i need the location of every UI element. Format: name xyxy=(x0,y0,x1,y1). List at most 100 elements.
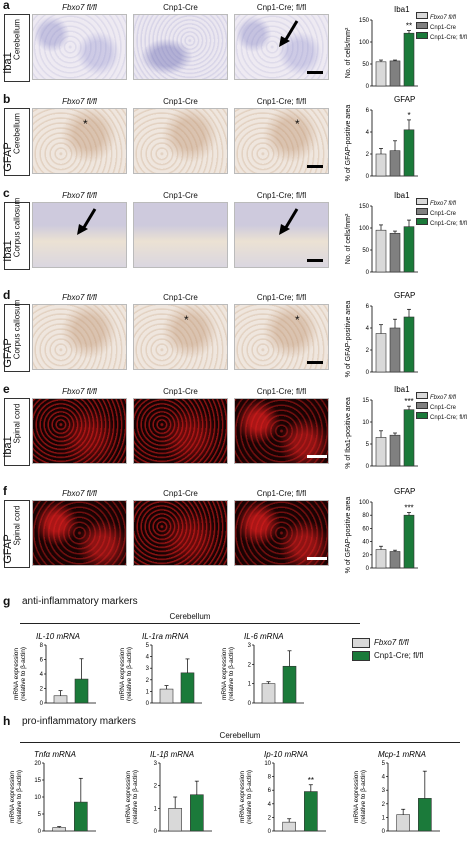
bar xyxy=(403,226,415,273)
y-tick-label: 2 xyxy=(382,802,386,808)
bar xyxy=(389,434,401,467)
y-tick-label: 1 xyxy=(248,682,252,688)
chart-e: Iba1 % of Iba1-positive area 0 5 10 15 *** xyxy=(345,385,418,470)
y-tick-label: 4 xyxy=(366,326,370,332)
bar xyxy=(403,409,415,467)
legend-item: Cnp1-Cre; fl/fl xyxy=(416,32,467,42)
region-label: Spinal cord xyxy=(12,403,22,444)
column-header: Fbxo7 fl/fl xyxy=(62,191,97,200)
legend: Fbxo7 fl/fl Cnp1-Cre; fl/fl xyxy=(352,636,423,662)
panel-label-e: e xyxy=(3,382,10,396)
y-axis-label: No. of cells/mm² xyxy=(345,213,352,264)
bar xyxy=(403,129,415,177)
legend: Fbxo7 fl/fl Cnp1-Cre Cnp1-Cre; fl/fl xyxy=(416,198,467,228)
y-tick-label: 80 xyxy=(362,513,369,519)
legend-swatch xyxy=(352,650,370,661)
micrograph: * xyxy=(32,108,127,174)
column-header: Cnp1-Cre; fl/fl xyxy=(256,293,307,302)
divider-h xyxy=(20,742,460,743)
chart-b: GFAP % of GFAP-positive area 0 2 4 6 * xyxy=(345,95,418,181)
legend-label: Fbxo7 fl/fl xyxy=(430,201,457,207)
legend-label: Cnp1-Cre xyxy=(430,211,457,217)
micrograph xyxy=(32,500,127,566)
legend-item: Cnp1-Cre xyxy=(416,22,467,32)
y-tick-label: 4 xyxy=(268,802,272,808)
bar xyxy=(375,549,387,569)
column-header: Cnp1-Cre xyxy=(163,3,198,12)
y-axis-label: mRNA expression(relative to β-actin) xyxy=(9,770,23,824)
bar xyxy=(52,827,66,832)
region-label: Corpus callosum xyxy=(12,197,22,258)
column-header: Cnp1-Cre; fl/fl xyxy=(256,3,307,12)
micrograph xyxy=(234,500,329,566)
bar xyxy=(375,229,387,273)
bar xyxy=(396,814,410,832)
significance-label: *** xyxy=(404,397,413,406)
legend-label: Cnp1-Cre; fl/fl xyxy=(430,415,468,421)
legend-swatch xyxy=(416,392,428,399)
y-axis-label: mRNA expression(relative to β-actin) xyxy=(119,647,133,701)
bar xyxy=(403,32,415,87)
region-label: Cerebellum xyxy=(12,19,22,60)
chart-title: Iba1 xyxy=(394,191,410,200)
y-axis-label: mRNA expression(relative to β-actin) xyxy=(239,770,253,824)
y-tick-label: 2 xyxy=(154,784,158,790)
asterisk-marker: * xyxy=(83,117,88,131)
bar xyxy=(261,683,276,704)
y-axis-label: % of GFAP-positive area xyxy=(345,497,352,574)
bar xyxy=(168,808,182,832)
legend-swatch xyxy=(416,12,428,19)
y-tick-label: 6 xyxy=(40,658,44,664)
bar xyxy=(190,794,204,832)
y-axis-label: mRNA expression(relative to β-actin) xyxy=(13,647,27,701)
region-label: Corpus callosum xyxy=(12,299,22,360)
chart-g2: IL-1ra mRNA mRNA expression(relative to β… xyxy=(119,632,202,707)
legend-item: Fbxo7 fl/fl xyxy=(416,12,467,22)
chart-d: GFAP % of GFAP-positive area 0 2 4 6 xyxy=(345,291,418,378)
legend-label: Cnp1-Cre xyxy=(430,405,457,411)
scale-bar xyxy=(307,455,327,458)
bar xyxy=(74,678,89,704)
column-header: Cnp1-Cre; fl/fl xyxy=(256,489,307,498)
arrow-icon xyxy=(279,20,299,47)
scale-bar xyxy=(307,259,323,262)
y-tick-label: 15 xyxy=(362,398,369,404)
micrograph xyxy=(234,398,329,464)
legend-swatch xyxy=(416,402,428,409)
chart-h4: Mcp-1 mRNA mRNA expression(relative to β-… xyxy=(353,750,440,835)
row-label-d: GFAP Corpus callosum xyxy=(2,300,30,372)
micrograph: * xyxy=(234,108,329,174)
bar xyxy=(389,327,401,373)
asterisk-marker: * xyxy=(184,313,189,327)
chart-g3: IL-6 mRNA mRNA expression(relative to β-a… xyxy=(221,632,304,707)
y-tick-label: 6 xyxy=(366,108,370,114)
micrograph xyxy=(133,398,228,464)
y-tick-label: 0 xyxy=(154,829,158,835)
y-tick-label: 100 xyxy=(359,226,370,232)
bar xyxy=(282,821,296,832)
arrow-icon xyxy=(77,208,97,235)
y-tick-label: 2 xyxy=(146,678,150,684)
y-tick-label: 8 xyxy=(268,775,272,781)
scale-bar xyxy=(307,165,323,168)
column-header: Cnp1-Cre xyxy=(163,489,198,498)
legend-label: Cnp1-Cre; fl/fl xyxy=(430,221,468,227)
arrow-icon xyxy=(279,208,299,235)
micrograph xyxy=(234,202,329,268)
chart-c: Iba1 No. of cells/mm² 0 50 100 150 xyxy=(345,191,418,276)
panel-label-f: f xyxy=(3,484,7,498)
y-axis-label: mRNA expression(relative to β-actin) xyxy=(353,770,367,824)
y-axis-label: % of Iba1-positive area xyxy=(345,397,352,469)
column-header: Fbxo7 fl/fl xyxy=(62,97,97,106)
row-label-a: Iba1 Cerebellum xyxy=(2,14,30,82)
y-axis-label: % of GFAP-positive area xyxy=(345,301,352,378)
chart-a: Iba1 No. of cells/mm² 0 50 100 150 ** xyxy=(345,5,418,90)
y-tick-label: 2 xyxy=(268,815,272,821)
legend-label: Cnp1-Cre; fl/fl xyxy=(430,35,468,41)
chart-title: Mcp-1 mRNA xyxy=(378,750,426,759)
y-tick-label: 0 xyxy=(38,829,42,835)
y-tick-label: 0 xyxy=(366,84,370,90)
panel-label-g: g xyxy=(3,594,11,608)
y-tick-label: 50 xyxy=(362,248,369,254)
y-tick-label: 4 xyxy=(382,775,386,781)
